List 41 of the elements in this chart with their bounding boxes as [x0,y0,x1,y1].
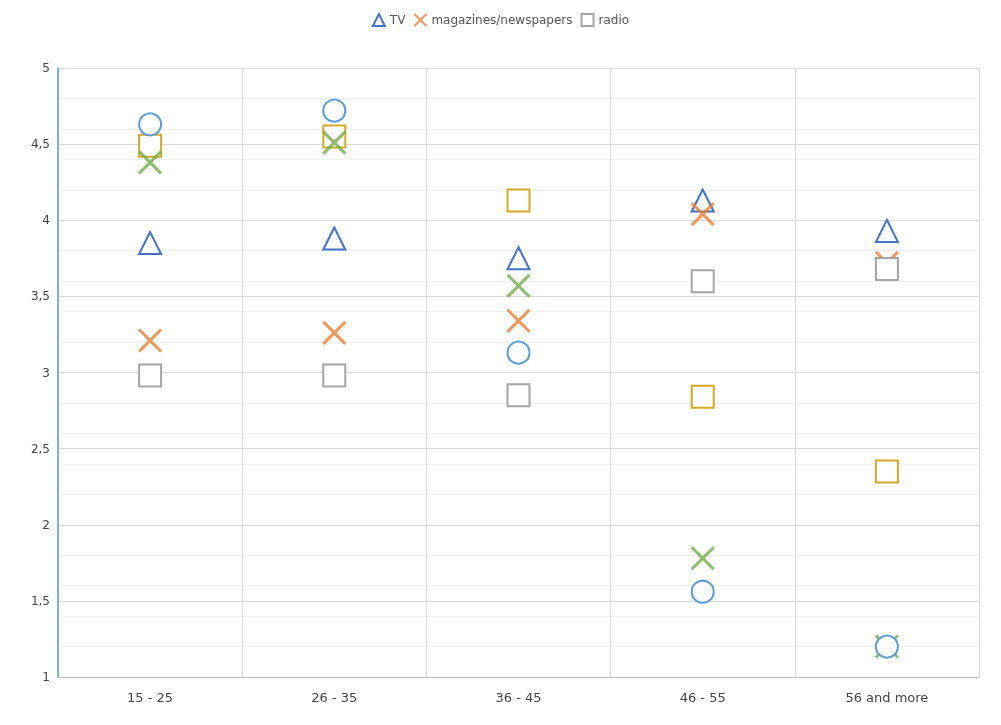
point [138,112,163,137]
legend-label: magazines/newspapers [431,13,573,27]
point [322,363,347,388]
point [506,246,531,271]
x-tick-label: 15 - 25 [127,690,174,705]
point [690,545,716,571]
point [137,328,163,354]
point [690,384,715,409]
y-tick-label: 1,5 [30,593,50,608]
point [137,149,163,175]
point [321,320,347,346]
point [690,269,715,294]
y-tick-label: 4,5 [30,137,50,152]
point [874,459,899,484]
point [690,201,716,227]
y-tick-label: 3,5 [30,289,50,304]
point [874,218,899,243]
y-tick-label: 5 [42,61,50,75]
y-tick-label: 2 [42,517,50,532]
y-tick-label: 3 [42,365,50,380]
point [690,579,715,604]
point [138,231,163,256]
point [321,130,347,156]
point [138,363,163,388]
x-tick-label: 56 and more [845,690,929,705]
y-tick-label: 1 [42,670,50,684]
x-tick-label: 36 - 45 [495,690,542,705]
x-tick-label: 26 - 35 [311,690,358,705]
point [322,98,347,123]
point [506,188,531,213]
y-tick-label: 4 [42,213,50,228]
point [874,256,899,281]
legend-label: TV [388,13,407,27]
point [506,308,531,334]
point [322,226,347,251]
point [506,383,531,408]
point [506,340,531,365]
legend-label: radio [598,13,630,27]
point [506,273,531,299]
y-tick-label: 2,5 [30,441,50,456]
x-tick-label: 46 - 55 [679,690,726,705]
